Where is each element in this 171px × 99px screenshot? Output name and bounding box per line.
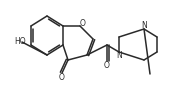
- Text: HO: HO: [14, 38, 26, 47]
- Text: O: O: [59, 72, 65, 81]
- Text: N: N: [141, 21, 147, 30]
- Text: N: N: [116, 50, 122, 59]
- Text: O: O: [104, 60, 110, 69]
- Text: O: O: [80, 19, 86, 28]
